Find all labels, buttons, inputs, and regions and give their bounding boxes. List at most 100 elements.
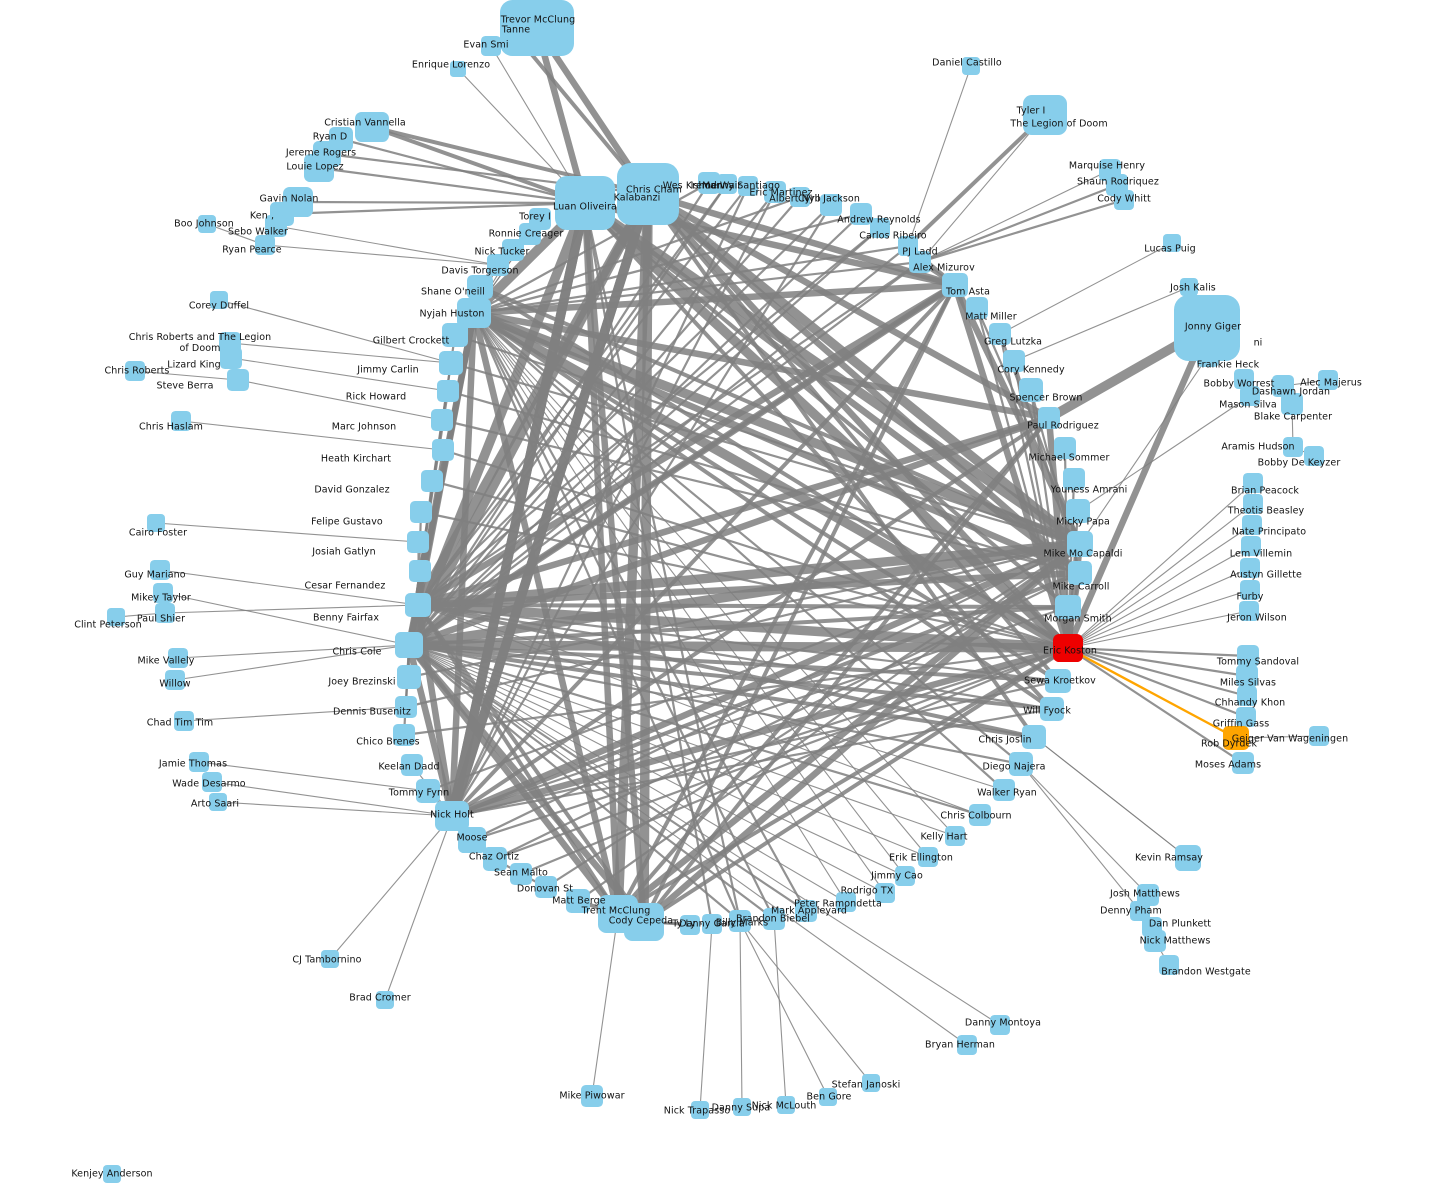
graph-node[interactable] — [395, 632, 423, 658]
graph-node[interactable] — [519, 223, 541, 245]
graph-node[interactable] — [1066, 499, 1090, 523]
graph-node[interactable] — [174, 711, 194, 731]
graph-node[interactable] — [1241, 536, 1261, 556]
graph-node[interactable] — [1114, 190, 1134, 210]
graph-node[interactable] — [512, 33, 534, 55]
graph-node[interactable] — [304, 154, 334, 182]
graph-node[interactable] — [439, 351, 463, 375]
graph-node[interactable] — [624, 903, 664, 941]
graph-node[interactable] — [1237, 686, 1257, 706]
graph-node[interactable] — [202, 772, 222, 792]
graph-node[interactable] — [1236, 707, 1256, 727]
graph-node[interactable] — [1054, 437, 1076, 459]
graph-node[interactable] — [1055, 595, 1081, 619]
graph-node[interactable] — [862, 1074, 880, 1092]
graph-node[interactable] — [376, 991, 394, 1009]
graph-node[interactable] — [1053, 634, 1083, 662]
graph-node[interactable] — [481, 36, 501, 56]
graph-node[interactable] — [467, 275, 493, 299]
graph-node[interactable] — [581, 1085, 603, 1107]
graph-node[interactable] — [437, 380, 459, 402]
graph-node[interactable] — [617, 163, 679, 225]
graph-node[interactable] — [393, 724, 415, 746]
graph-node[interactable] — [321, 950, 339, 968]
graph-node[interactable] — [1159, 955, 1179, 975]
graph-node[interactable] — [1067, 531, 1093, 557]
graph-node[interactable] — [227, 369, 249, 391]
graph-node[interactable] — [189, 752, 209, 772]
graph-node[interactable] — [1163, 234, 1181, 252]
graph-node[interactable] — [1003, 350, 1025, 372]
graph-node[interactable] — [1022, 725, 1046, 749]
graph-node[interactable] — [1240, 558, 1260, 578]
graph-node[interactable] — [421, 470, 443, 492]
graph-node[interactable] — [702, 914, 722, 934]
graph-node[interactable] — [1243, 494, 1263, 514]
graph-node[interactable] — [1232, 752, 1254, 774]
graph-node[interactable] — [1237, 645, 1259, 667]
graph-node[interactable] — [407, 531, 429, 553]
graph-node[interactable] — [432, 439, 454, 461]
graph-node[interactable] — [764, 181, 786, 203]
graph-node[interactable] — [555, 176, 615, 230]
graph-node[interactable] — [1038, 407, 1060, 429]
graph-node[interactable] — [147, 514, 165, 532]
graph-node[interactable] — [1240, 580, 1260, 600]
graph-node[interactable] — [107, 608, 125, 626]
graph-node[interactable] — [1175, 845, 1201, 871]
graph-node[interactable] — [738, 176, 758, 196]
graph-node[interactable] — [416, 779, 440, 803]
graph-node[interactable] — [1281, 393, 1303, 415]
graph-node[interactable] — [265, 215, 287, 237]
graph-node[interactable] — [1309, 726, 1329, 746]
graph-node[interactable] — [909, 251, 931, 273]
graph-node[interactable] — [942, 273, 968, 297]
graph-node[interactable] — [153, 583, 173, 603]
graph-node[interactable] — [442, 323, 468, 347]
graph-node[interactable] — [1009, 752, 1033, 776]
graph-node[interactable] — [487, 254, 509, 276]
graph-node[interactable] — [1019, 378, 1043, 402]
graph-node[interactable] — [220, 347, 242, 369]
graph-node[interactable] — [255, 235, 275, 255]
graph-node[interactable] — [819, 1088, 837, 1106]
graph-node[interactable] — [450, 61, 466, 77]
graph-node[interactable] — [875, 883, 895, 903]
graph-node[interactable] — [1144, 930, 1166, 952]
graph-node[interactable] — [165, 670, 185, 690]
graph-node[interactable] — [1023, 95, 1067, 135]
graph-node[interactable] — [945, 826, 965, 846]
graph-node[interactable] — [150, 560, 170, 580]
graph-node[interactable] — [836, 892, 856, 912]
graph-node[interactable] — [870, 218, 890, 238]
graph-node[interactable] — [1234, 369, 1254, 389]
graph-node[interactable] — [410, 501, 432, 523]
graph-node[interactable] — [691, 1101, 709, 1119]
graph-node[interactable] — [989, 323, 1011, 345]
graph-node[interactable] — [1243, 473, 1263, 493]
graph-node[interactable] — [850, 203, 872, 225]
graph-node[interactable] — [458, 827, 486, 853]
graph-node[interactable] — [1283, 437, 1303, 457]
graph-node[interactable] — [355, 112, 389, 142]
graph-node[interactable] — [1045, 669, 1071, 693]
graph-node[interactable] — [1137, 884, 1159, 906]
graph-node[interactable] — [895, 866, 915, 886]
graph-node[interactable] — [717, 174, 737, 194]
graph-node[interactable] — [918, 847, 938, 867]
graph-node[interactable] — [566, 889, 590, 913]
graph-node[interactable] — [171, 411, 191, 431]
graph-node[interactable] — [763, 908, 785, 930]
graph-node[interactable] — [820, 194, 842, 216]
graph-node[interactable] — [1180, 278, 1198, 296]
graph-node[interactable] — [969, 804, 991, 826]
graph-node[interactable] — [1197, 345, 1219, 367]
graph-node[interactable] — [397, 665, 421, 689]
graph-node[interactable] — [1240, 386, 1260, 406]
graph-node[interactable] — [680, 915, 700, 935]
graph-node[interactable] — [1223, 726, 1249, 750]
graph-node[interactable] — [395, 696, 417, 718]
graph-node[interactable] — [795, 900, 817, 922]
graph-node[interactable] — [1130, 901, 1150, 921]
graph-node[interactable] — [1239, 601, 1259, 621]
